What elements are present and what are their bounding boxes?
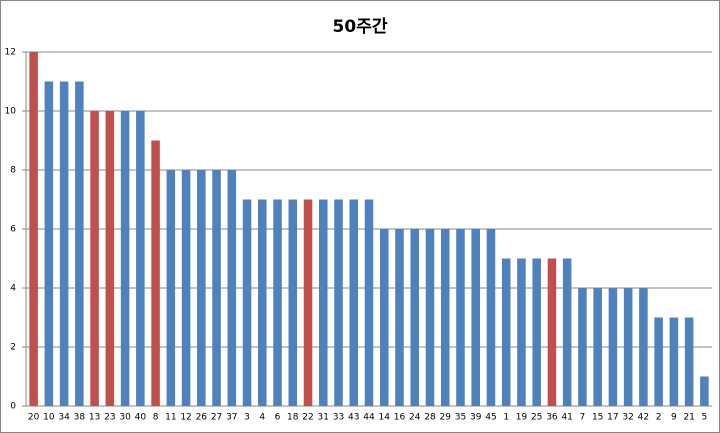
y-tick-label: 10 bbox=[5, 107, 17, 117]
bar bbox=[684, 317, 694, 406]
bar bbox=[105, 111, 115, 406]
bar bbox=[303, 199, 313, 406]
bar bbox=[75, 81, 84, 406]
x-tick-label: 39 bbox=[470, 413, 482, 423]
x-tick-label: 22 bbox=[302, 413, 313, 423]
bar bbox=[379, 229, 389, 406]
x-tick-label: 20 bbox=[28, 413, 40, 423]
bar bbox=[242, 199, 252, 406]
x-tick-label: 24 bbox=[409, 413, 421, 423]
bar bbox=[593, 288, 602, 406]
x-tick-label: 2 bbox=[656, 413, 662, 423]
bar bbox=[364, 199, 374, 406]
bar bbox=[59, 81, 69, 406]
bar bbox=[669, 317, 679, 406]
x-tick-label: 35 bbox=[455, 413, 466, 423]
x-tick-label: 45 bbox=[485, 413, 496, 423]
bar bbox=[547, 258, 557, 406]
x-tick-label: 28 bbox=[424, 413, 436, 423]
bar bbox=[486, 229, 496, 406]
bar bbox=[166, 170, 176, 406]
x-tick-label: 15 bbox=[592, 413, 603, 423]
bar bbox=[318, 199, 328, 406]
y-tick-label: 6 bbox=[10, 225, 16, 235]
x-tick-label: 30 bbox=[119, 413, 131, 423]
x-tick-label: 23 bbox=[104, 413, 115, 423]
x-tick-label: 37 bbox=[226, 413, 237, 423]
x-tick-label: 7 bbox=[580, 413, 586, 423]
bar bbox=[29, 52, 38, 406]
x-tick-label: 36 bbox=[546, 413, 558, 423]
x-tick-label: 19 bbox=[516, 413, 528, 423]
bar bbox=[273, 199, 282, 406]
bar bbox=[456, 229, 465, 406]
x-tick-label: 18 bbox=[287, 413, 299, 423]
x-tick-label: 4 bbox=[259, 413, 265, 423]
x-tick-label: 6 bbox=[275, 413, 281, 423]
y-tick-label: 2 bbox=[10, 343, 16, 353]
x-tick-label: 26 bbox=[196, 413, 208, 423]
x-tick-label: 8 bbox=[153, 413, 159, 423]
x-tick-label: 40 bbox=[135, 413, 147, 423]
bar bbox=[639, 288, 648, 406]
y-tick-label: 12 bbox=[5, 48, 16, 58]
bar bbox=[136, 111, 145, 406]
bar bbox=[654, 317, 663, 406]
x-tick-label: 27 bbox=[211, 413, 222, 423]
bar bbox=[395, 229, 404, 406]
x-tick-label: 17 bbox=[607, 413, 618, 423]
x-tick-label: 33 bbox=[333, 413, 344, 423]
y-tick-label: 0 bbox=[10, 402, 16, 412]
bar bbox=[700, 376, 709, 406]
x-tick-label: 43 bbox=[348, 413, 359, 423]
bar bbox=[578, 288, 587, 406]
bar bbox=[608, 288, 618, 406]
x-tick-label: 42 bbox=[638, 413, 649, 423]
bar bbox=[197, 170, 206, 406]
x-tick-label: 14 bbox=[379, 413, 391, 423]
x-tick-label: 25 bbox=[531, 413, 542, 423]
bar bbox=[151, 140, 160, 406]
x-tick-label: 31 bbox=[318, 413, 329, 423]
bar bbox=[501, 258, 511, 406]
x-tick-label: 1 bbox=[503, 413, 509, 423]
x-tick-label: 38 bbox=[74, 413, 86, 423]
bar bbox=[410, 229, 420, 406]
bar bbox=[471, 229, 480, 406]
bar bbox=[440, 229, 450, 406]
x-tick-label: 3 bbox=[244, 413, 250, 423]
x-tick-label: 34 bbox=[58, 413, 70, 423]
x-tick-label: 13 bbox=[89, 413, 100, 423]
bar bbox=[532, 258, 541, 406]
bar bbox=[623, 288, 633, 406]
x-tick-label: 29 bbox=[439, 413, 451, 423]
bar bbox=[517, 258, 526, 406]
bar bbox=[258, 199, 267, 406]
x-tick-label: 10 bbox=[43, 413, 55, 423]
bar bbox=[44, 81, 54, 406]
x-tick-label: 11 bbox=[165, 413, 176, 423]
chart-title: 50주간 bbox=[333, 17, 388, 37]
x-tick-label: 41 bbox=[561, 413, 572, 423]
bar bbox=[120, 111, 130, 406]
x-tick-label: 21 bbox=[683, 413, 694, 423]
bar bbox=[181, 170, 191, 406]
y-tick-label: 8 bbox=[10, 166, 16, 176]
bar bbox=[288, 199, 298, 406]
bar bbox=[334, 199, 343, 406]
bar bbox=[227, 170, 237, 406]
bar bbox=[425, 229, 435, 406]
bar bbox=[212, 170, 221, 406]
x-tick-label: 12 bbox=[180, 413, 191, 423]
y-tick-label: 4 bbox=[10, 284, 16, 294]
x-tick-label: 44 bbox=[363, 413, 375, 423]
bar bbox=[349, 199, 359, 406]
x-tick-label: 9 bbox=[671, 413, 677, 423]
bar bbox=[562, 258, 572, 406]
x-tick-label: 32 bbox=[622, 413, 633, 423]
bar bbox=[90, 111, 99, 406]
x-tick-label: 5 bbox=[702, 413, 708, 423]
x-tick-label: 16 bbox=[394, 413, 406, 423]
